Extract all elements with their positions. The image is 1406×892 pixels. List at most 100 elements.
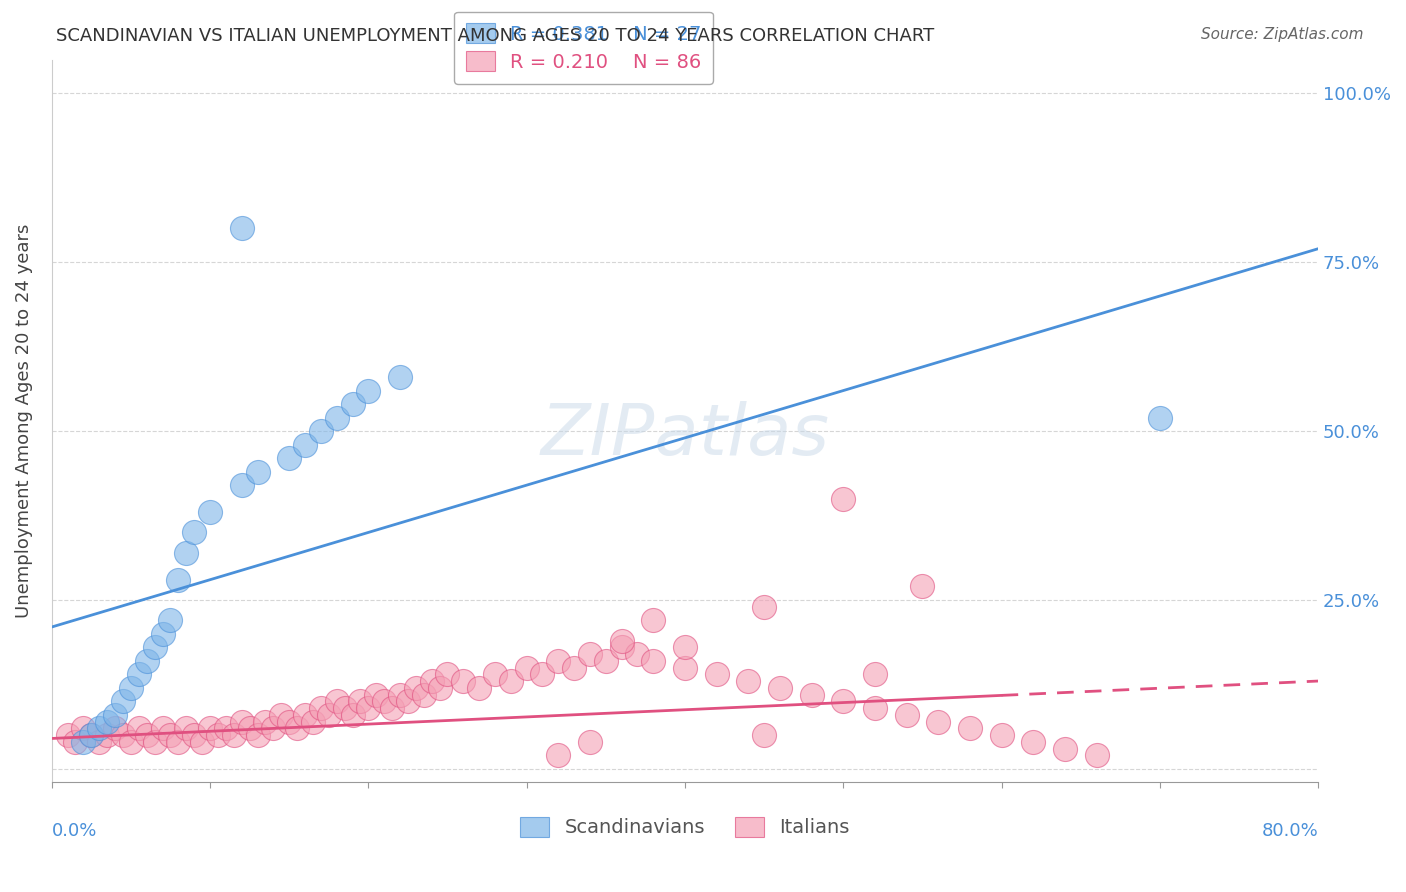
Point [396, 694, 419, 708]
Point [215, 722, 238, 736]
Point [207, 728, 229, 742]
Point [547, 654, 569, 668]
Point [143, 735, 166, 749]
Point [80, 728, 103, 742]
Point [152, 722, 174, 736]
Point [167, 573, 190, 587]
Point [531, 667, 554, 681]
Point [706, 667, 728, 681]
Point [412, 688, 434, 702]
Point [595, 654, 617, 668]
Point [111, 728, 134, 742]
Point [309, 701, 332, 715]
Point [333, 701, 356, 715]
Point [927, 714, 949, 729]
Point [388, 370, 411, 384]
Text: ZIPatlas: ZIPatlas [540, 401, 830, 470]
Point [231, 221, 253, 235]
Point [191, 735, 214, 749]
Point [673, 640, 696, 655]
Point [499, 673, 522, 688]
Point [325, 410, 347, 425]
Point [990, 728, 1012, 742]
Point [246, 465, 269, 479]
Text: Source: ZipAtlas.com: Source: ZipAtlas.com [1201, 27, 1364, 42]
Point [128, 722, 150, 736]
Text: SCANDINAVIAN VS ITALIAN UNEMPLOYMENT AMONG AGES 20 TO 24 YEARS CORRELATION CHART: SCANDINAVIAN VS ITALIAN UNEMPLOYMENT AMO… [56, 27, 935, 45]
Point [453, 673, 475, 688]
Point [547, 748, 569, 763]
Point [176, 722, 198, 736]
Point [89, 735, 111, 749]
Point [863, 667, 886, 681]
Point [135, 654, 157, 668]
Point [429, 681, 451, 695]
Point [673, 660, 696, 674]
Point [198, 505, 221, 519]
Point [420, 673, 443, 688]
Point [610, 640, 633, 655]
Point [270, 707, 292, 722]
Point [436, 667, 458, 681]
Point [516, 660, 538, 674]
Point [309, 424, 332, 438]
Point [96, 728, 118, 742]
Point [737, 673, 759, 688]
Point [222, 728, 245, 742]
Point [278, 451, 301, 466]
Point [405, 681, 427, 695]
Point [800, 688, 823, 702]
Point [342, 707, 364, 722]
Point [643, 613, 665, 627]
Point [285, 722, 308, 736]
Point [579, 647, 602, 661]
Point [752, 728, 775, 742]
Point [294, 707, 316, 722]
Point [65, 735, 87, 749]
Point [357, 384, 380, 398]
Point [643, 654, 665, 668]
Point [1053, 741, 1076, 756]
Point [484, 667, 506, 681]
Point [381, 701, 404, 715]
Legend: Scandinavians, Italians: Scandinavians, Italians [512, 809, 858, 845]
Point [325, 694, 347, 708]
Point [120, 681, 142, 695]
Point [254, 714, 277, 729]
Point [56, 728, 79, 742]
Point [832, 491, 855, 506]
Point [152, 626, 174, 640]
Point [159, 728, 181, 742]
Point [231, 714, 253, 729]
Point [468, 681, 491, 695]
Point [183, 728, 205, 742]
Point [610, 633, 633, 648]
Y-axis label: Unemployment Among Ages 20 to 24 years: Unemployment Among Ages 20 to 24 years [15, 224, 32, 618]
Point [562, 660, 585, 674]
Point [373, 694, 395, 708]
Point [120, 735, 142, 749]
Point [80, 728, 103, 742]
Point [262, 722, 284, 736]
Point [176, 546, 198, 560]
Point [231, 478, 253, 492]
Point [342, 397, 364, 411]
Point [96, 714, 118, 729]
Point [198, 722, 221, 736]
Point [167, 735, 190, 749]
Point [72, 722, 94, 736]
Point [135, 728, 157, 742]
Point [832, 694, 855, 708]
Point [626, 647, 648, 661]
Point [769, 681, 792, 695]
Point [1022, 735, 1045, 749]
Point [294, 437, 316, 451]
Point [246, 728, 269, 742]
Point [72, 735, 94, 749]
Point [388, 688, 411, 702]
Point [89, 722, 111, 736]
Point [143, 640, 166, 655]
Point [366, 688, 388, 702]
Point [357, 701, 380, 715]
Point [1085, 748, 1108, 763]
